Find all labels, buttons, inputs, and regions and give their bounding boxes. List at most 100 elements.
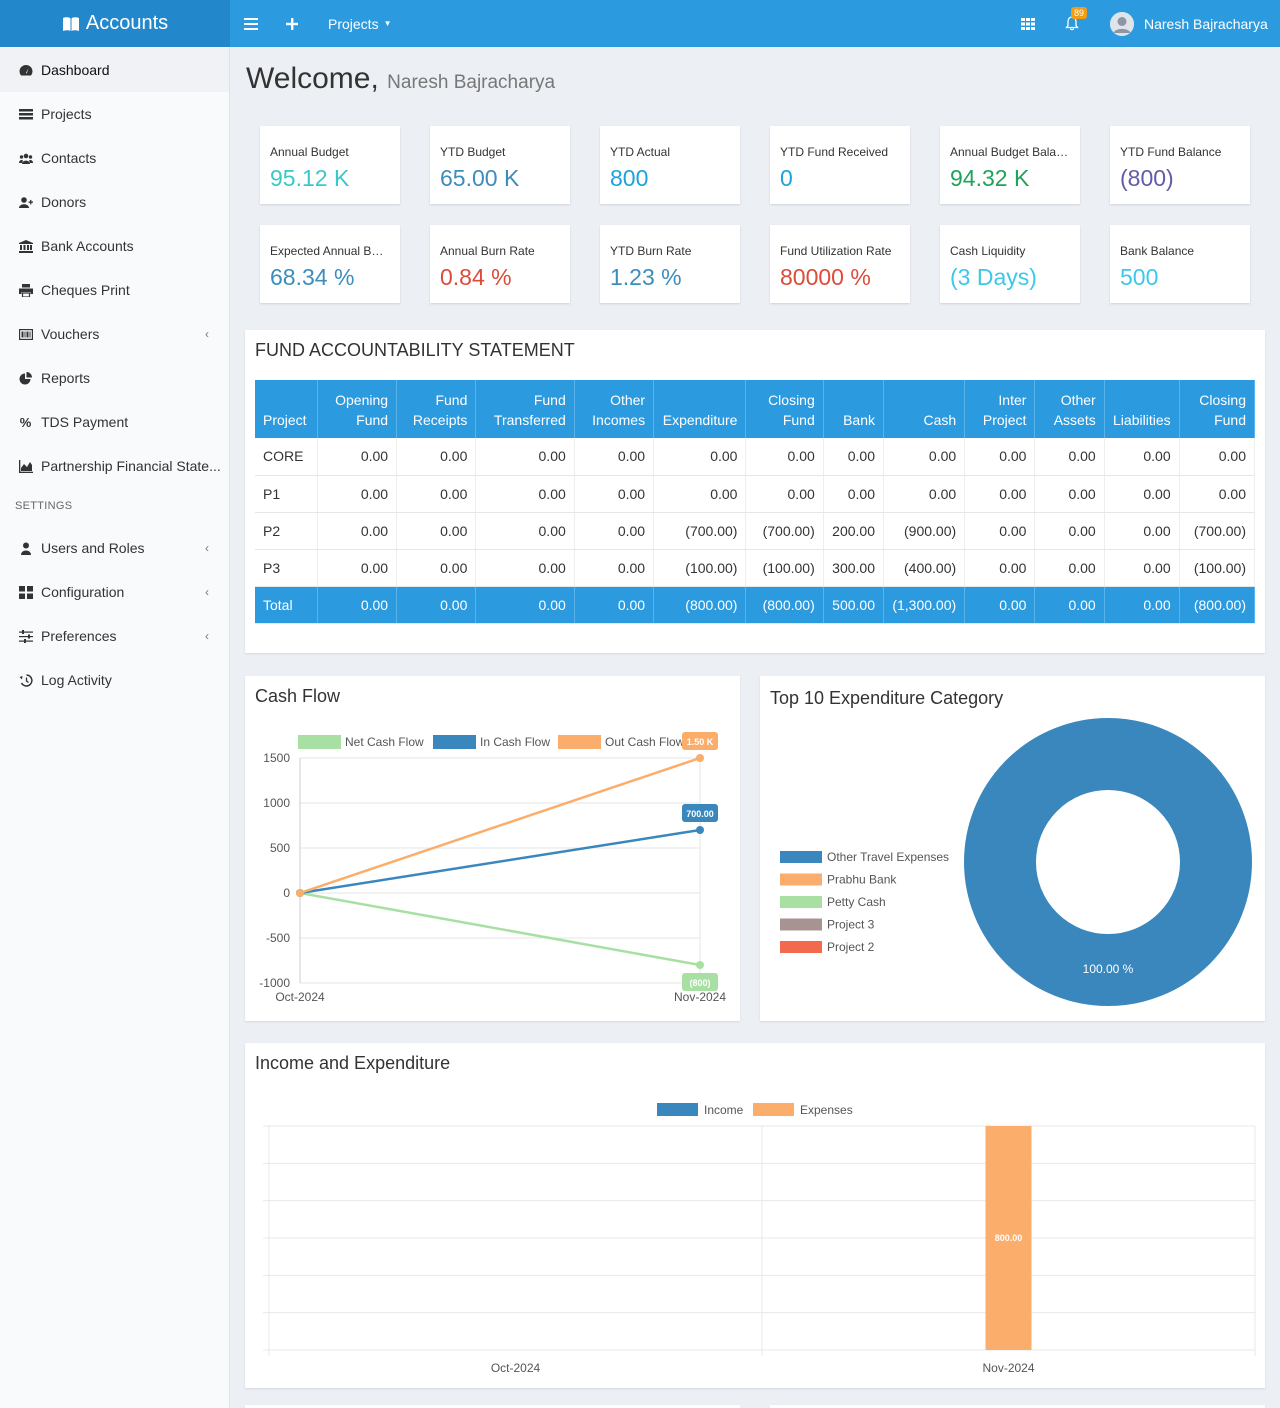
bar [985, 1126, 1032, 1350]
table-cell: 0.00 [1034, 475, 1105, 513]
table-column-header[interactable]: Other Incomes [574, 380, 655, 438]
sidebar-item-log-activity[interactable]: Log Activity [0, 658, 229, 702]
legend-swatch [433, 735, 476, 749]
kpi-value: (800) [1120, 165, 1174, 191]
expenditure-category-title: Top 10 Expenditure Category [770, 688, 1004, 708]
sidebar-item-bank-accounts[interactable]: Bank Accounts [0, 224, 229, 268]
income-expenditure-chart: Oct-2024 Nov-2024 Income Expenses 800.00 [263, 1103, 1256, 1375]
table-column-header[interactable]: Closing Fund [1179, 380, 1256, 438]
table-column-header[interactable]: Fund Receipts [396, 380, 477, 438]
table-cell: 0.00 [574, 512, 655, 550]
sidebar-item-label: Vouchers [41, 326, 100, 342]
table-cell: 0.00 [1034, 586, 1105, 624]
pie-chart-icon [18, 371, 33, 385]
user-icon [18, 541, 33, 555]
table-cell: 0.00 [574, 549, 655, 587]
apps-button[interactable] [1021, 0, 1035, 47]
table-row: P3 0.00 0.00 0.00 0.00 (100.00) (100.00) 300.00… [255, 549, 1256, 587]
table-cell: (400.00) [883, 549, 966, 587]
column-header-text: Opening [335, 392, 389, 408]
y-tick-label: -500 [266, 931, 290, 945]
column-header-text: Project [263, 412, 307, 428]
bottom-panel-right [770, 1405, 1265, 1408]
sidebar-item-dashboard[interactable]: Dashboard [0, 48, 229, 92]
projects-dropdown[interactable]: Projects ▼ [328, 0, 392, 47]
table-cell: P2 [255, 512, 318, 550]
table-column-header[interactable]: Other Assets [1034, 380, 1105, 438]
column-header-text: Project [982, 412, 1027, 428]
chevron-left-icon: ‹ [205, 585, 209, 599]
kpi-value: 65.00 K [440, 165, 520, 191]
table-cell: 0.00 [475, 549, 575, 587]
sidebar-item-users-and-roles[interactable]: Users and Roles ‹ [0, 526, 229, 570]
page-title: Welcome, Naresh Bajracharya [246, 62, 555, 96]
table-cell: P1 [255, 475, 318, 513]
donut-slice [964, 718, 1252, 1006]
sidebar-item-partnership-financial-statement[interactable]: Partnership Financial State... [0, 444, 229, 488]
user-menu[interactable]: Naresh Bajracharya [1110, 0, 1268, 47]
table-cell: (1,300.00) [883, 586, 966, 624]
kpi-label: Annual Burn Rate [440, 244, 535, 258]
table-row: P1 0.00 0.00 0.00 0.00 0.00 0.00 0.00 0.00 0.00 0.… [255, 475, 1256, 513]
table-cell: Total [255, 586, 318, 624]
table-cell: 0.00 [475, 586, 575, 624]
sidebar-item-projects[interactable]: Projects [0, 92, 229, 136]
sidebar-item-label: TDS Payment [41, 414, 129, 430]
column-header-text: Fund [782, 412, 815, 428]
table-column-header[interactable]: Bank [823, 380, 885, 438]
table-cell: (100.00) [745, 549, 824, 587]
kpi-label: Bank Balance [1120, 244, 1195, 258]
table-cell: 0.00 [574, 586, 655, 624]
sidebar-item-configuration[interactable]: Configuration ‹ [0, 570, 229, 614]
kpi-card: Annual Budget 95.12 K [260, 126, 400, 204]
sidebar-item-donors[interactable]: Donors [0, 180, 229, 224]
table-column-header[interactable]: Liabilities [1104, 380, 1180, 438]
sidebar-item-tds-payment[interactable]: % TDS Payment [0, 400, 229, 444]
table-cell: 0.00 [475, 438, 575, 476]
table-column-header[interactable]: Project [255, 380, 318, 438]
sidebar-item-contacts[interactable]: Contacts [0, 136, 229, 180]
legend-swatch [780, 851, 822, 863]
legend-label: Net Cash Flow [345, 735, 424, 749]
history-icon [18, 673, 33, 687]
data-point [696, 754, 704, 762]
table-column-header[interactable]: Closing Fund [745, 380, 824, 438]
table-cell: (800.00) [745, 586, 824, 624]
legend-swatch [558, 735, 601, 749]
table-cell: (800.00) [1179, 586, 1256, 624]
sidebar-item-preferences[interactable]: Preferences ‹ [0, 614, 229, 658]
sliders-icon [18, 629, 33, 643]
table-row: P2 0.00 0.00 0.00 0.00 (700.00) (700.00) 200.00… [255, 512, 1256, 550]
sidebar-item-reports[interactable]: Reports [0, 356, 229, 400]
column-header-text: Assets [1053, 412, 1096, 428]
table-cell: 0.00 [964, 438, 1036, 476]
column-header-text: Fund [356, 412, 389, 428]
add-button[interactable] [286, 0, 298, 47]
sidebar-item-label: Reports [41, 370, 91, 386]
table-cell: (900.00) [883, 512, 966, 550]
kpi-value: 0 [780, 165, 793, 191]
table-column-header[interactable]: Cash [883, 380, 966, 438]
table-column-header[interactable]: Inter Project [964, 380, 1036, 438]
table-cell: 0.00 [317, 512, 398, 550]
column-header-text: Transferred [493, 412, 566, 428]
sidebar-toggle-button[interactable] [244, 0, 258, 47]
table-column-header[interactable]: Fund Transferred [475, 380, 575, 438]
legend-swatch [753, 1103, 794, 1116]
sidebar-item-label: Dashboard [41, 62, 110, 78]
table-column-header[interactable]: Expenditure [653, 380, 747, 438]
series-line [299, 828, 701, 895]
sidebar-item-vouchers[interactable]: Vouchers ‹ [0, 312, 229, 356]
legend-swatch [780, 941, 822, 953]
sidebar-item-label: Donors [41, 194, 87, 210]
table-column-header[interactable]: Opening Fund [317, 380, 398, 438]
brand-logo[interactable]: Accounts [0, 0, 230, 47]
expenditure-donut-chart: Other Travel Expenses Prabhu Bank Petty Ca… [780, 718, 1252, 1006]
kpi-label: Expected Annual Bur... [270, 244, 390, 258]
table-cell: 0.00 [396, 586, 477, 624]
sidebar-item-cheques-print[interactable]: Cheques Print [0, 268, 229, 312]
bank-icon [18, 239, 33, 253]
legend-label: Petty Cash [827, 895, 886, 909]
kpi-card: Cash Liquidity (3 Days) [940, 225, 1080, 303]
sidebar-item-label: Cheques Print [41, 282, 130, 298]
